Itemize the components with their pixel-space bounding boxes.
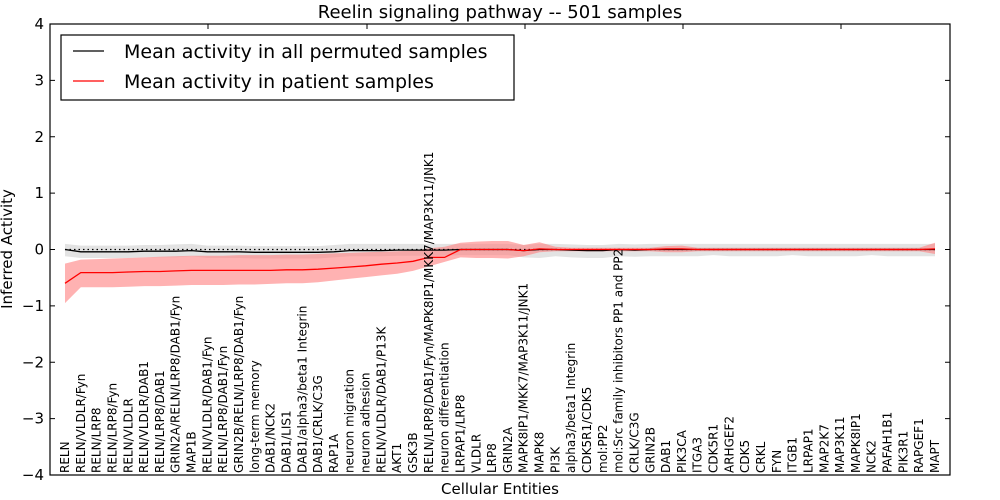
category-label: VLDLR — [469, 434, 483, 473]
category-label: CDK5R1/CDK5 — [580, 387, 594, 473]
category-label: CDK5 — [738, 440, 752, 473]
category-label: RELN/LRP8/Fyn — [106, 383, 120, 473]
category-label: PI3K — [548, 446, 562, 473]
category-label: PIK3R1 — [896, 431, 910, 473]
category-label: PIK3CA — [675, 429, 689, 473]
category-label: GRIN2A — [501, 426, 515, 473]
category-label: GRIN2B/RELN/LRP8/DAB1/Fyn — [232, 296, 246, 473]
confidence-bands — [65, 241, 935, 304]
y-tick-label: −2 — [22, 353, 44, 371]
category-label: CRKL — [754, 441, 768, 473]
category-label: neuron adhesion — [359, 372, 373, 473]
category-label: alpha3/beta1 Integrin — [564, 343, 578, 473]
category-label: DAB1/NCK2 — [264, 403, 278, 473]
category-label: RELN/VLDLR/DAB1/P13K — [374, 326, 388, 473]
category-label: LRPAP1/LRP8 — [454, 394, 468, 473]
category-label: RELN/VLDLR — [121, 398, 135, 473]
category-label: RELN/VLDLR/Fyn — [74, 374, 88, 473]
y-tick-label: 3 — [34, 71, 44, 89]
y-tick-label: 4 — [34, 15, 44, 33]
legend: Mean activity in all permuted samples Me… — [60, 34, 515, 101]
category-label: neuron differentiation — [438, 342, 452, 473]
category-label: MAPT — [928, 439, 942, 473]
patient-mean-line — [64, 248, 936, 284]
category-label: RELN/LRP8/DAB1/Fyn/MAPK8IP1/MKK7/MAP3K11… — [422, 152, 436, 473]
y-tick-label: −3 — [22, 410, 44, 428]
category-label: FYN — [770, 450, 784, 473]
category-label: PAFAH1B1 — [881, 412, 895, 473]
chart-title: Reelin signaling pathway -- 501 samples — [318, 2, 682, 23]
category-labels: RELN RELN/VLDLR/Fyn RELN/LRP8 RELN/LRP8/Fyn… — [58, 152, 942, 473]
category-label: CRLK/C3G — [628, 412, 642, 473]
y-axis-label: Inferred Activity — [0, 189, 16, 309]
category-label: RELN/VLDLR/DAB1 — [137, 361, 151, 473]
category-label: mol:PP2 — [596, 424, 610, 473]
category-label: mol:Src family inhibitors PP1 and PP2 — [612, 249, 626, 473]
category-label: RAPGEF1 — [912, 418, 926, 473]
category-label: GSK3B — [406, 432, 420, 473]
legend-label-permuted: Mean activity in all permuted samples — [124, 41, 487, 63]
category-label: ITGB1 — [786, 437, 800, 473]
category-label: RELN/LRP8/DAB1 — [153, 370, 167, 473]
legend-label-patient: Mean activity in patient samples — [124, 71, 434, 93]
category-label: RELN/LRP8/DAB1/Fyn — [216, 346, 230, 473]
x-axis-top-ticks — [207, 24, 842, 29]
category-label: MAPK8IP1 — [849, 413, 863, 473]
category-label: DAB1/alpha3/beta1 Integrin — [295, 306, 309, 473]
series-lines — [64, 248, 936, 284]
y-tick-label: −1 — [22, 297, 44, 315]
category-label: MAPK8 — [533, 432, 547, 473]
category-label: RELN/LRP8 — [90, 407, 104, 473]
category-label: AKT1 — [390, 443, 404, 473]
y-tick-label: 1 — [34, 184, 44, 202]
category-label: CDK5R1 — [707, 424, 721, 473]
category-label: DAB1/CRLK/C3G — [311, 375, 325, 473]
category-label: MAPK8IP1/MKK7/MAP3K11/JNK1 — [517, 283, 531, 473]
category-label: LRPAP1 — [802, 428, 816, 473]
x-axis-label: Cellular Entities — [441, 480, 559, 498]
category-label: GRIN2B — [643, 427, 657, 473]
legend-box — [60, 34, 515, 101]
category-label: long-term memory — [248, 360, 262, 473]
category-label: MAP1B — [185, 431, 199, 473]
category-label: ARHGEF2 — [722, 416, 736, 473]
y-axis-ticks: −4 −3 −2 −1 0 1 2 3 4 — [22, 15, 950, 484]
category-label: NCK2 — [865, 440, 879, 473]
category-label: RELN/VLDLR/DAB1/Fyn — [200, 337, 214, 473]
y-tick-label: 2 — [34, 128, 44, 146]
category-label: neuron migration — [343, 369, 357, 473]
category-label: ITGA3 — [691, 437, 705, 473]
category-label: DAB1 — [659, 440, 673, 473]
y-tick-label: 0 — [34, 241, 44, 259]
category-label: MAP3K11 — [833, 416, 847, 473]
category-label: RAP1A — [327, 433, 341, 473]
category-label: DAB1/LIS1 — [280, 410, 294, 473]
category-label: LRP8 — [485, 443, 499, 473]
category-label: RELN — [58, 441, 72, 473]
category-label: MAP2K7 — [817, 424, 831, 473]
y-tick-label: −4 — [22, 466, 44, 484]
patient-confidence-band — [65, 241, 935, 304]
category-label: GRIN2A/RELN/LRP8/DAB1/Fyn — [169, 296, 183, 473]
